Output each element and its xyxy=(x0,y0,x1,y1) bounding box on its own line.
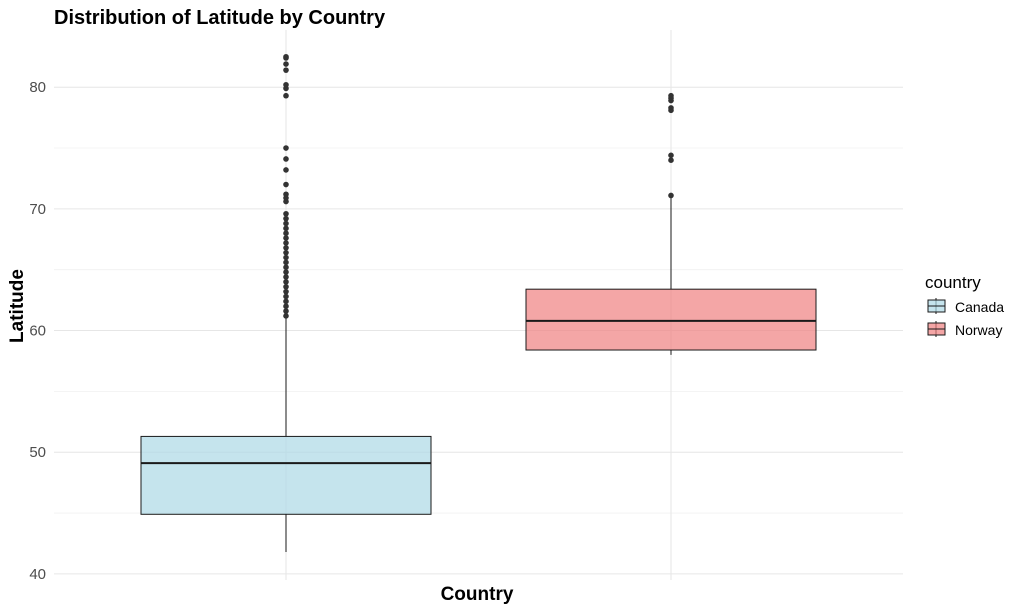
boxplot-canada xyxy=(140,53,432,553)
outlier-point xyxy=(283,210,289,217)
outlier-point xyxy=(283,298,289,305)
legend: country Canada Norway xyxy=(925,273,1004,338)
legend-item-canada: Canada xyxy=(927,298,1004,315)
outlier-point xyxy=(283,264,289,271)
legend-items: Canada Norway xyxy=(927,298,1004,338)
y-tick-label: 60 xyxy=(29,323,46,340)
outlier-point xyxy=(283,220,289,227)
outlier-point xyxy=(283,249,289,256)
outlier-point xyxy=(283,274,289,280)
outlier-point xyxy=(668,157,674,163)
outlier-point xyxy=(283,279,289,285)
outlier-point xyxy=(283,145,289,151)
outlier-point xyxy=(283,191,289,198)
outlier-point xyxy=(668,192,674,199)
outlier-point xyxy=(283,53,289,60)
outlier-point xyxy=(283,254,289,261)
y-tick-label: 50 xyxy=(29,444,46,461)
iqr-box xyxy=(525,288,817,351)
outlier-point xyxy=(283,269,289,275)
legend-title: country xyxy=(925,273,981,292)
outlier-point xyxy=(283,313,289,319)
outlier-point xyxy=(283,181,289,188)
y-axis-title: Latitude xyxy=(7,269,28,343)
outlier-point xyxy=(668,152,674,159)
outlier-point xyxy=(283,259,289,266)
legend-label: Canada xyxy=(955,299,1004,315)
x-axis-title: Country xyxy=(441,584,514,605)
outlier-point xyxy=(283,283,289,290)
y-tick-labels: 40 50 60 70 80 xyxy=(29,79,46,583)
outlier-point xyxy=(283,230,289,237)
outlier-point xyxy=(668,92,674,99)
y-tick-label: 40 xyxy=(29,566,46,583)
chart-title: Distribution of Latitude by Country xyxy=(54,7,386,29)
outlier-point xyxy=(283,240,289,246)
outlier-point xyxy=(283,67,289,73)
outlier-point xyxy=(283,92,289,99)
boxplot-norway xyxy=(525,92,817,355)
outlier-point xyxy=(283,156,289,162)
outlier-point xyxy=(283,288,289,295)
y-tick-label: 70 xyxy=(29,201,46,218)
outlier-point xyxy=(283,225,289,232)
outlier-point xyxy=(283,235,289,241)
y-tick-label: 80 xyxy=(29,79,46,96)
iqr-box xyxy=(140,435,432,515)
outlier-point xyxy=(283,308,289,314)
legend-item-norway: Norway xyxy=(927,321,1002,338)
outlier-point xyxy=(283,167,289,173)
outlier-point xyxy=(283,245,289,251)
outlier-point xyxy=(668,105,674,111)
outlier-point xyxy=(283,81,289,88)
outlier-point xyxy=(283,61,289,67)
outlier-point xyxy=(283,303,289,310)
outlier-point xyxy=(283,293,289,300)
boxplot-series xyxy=(140,53,817,553)
outlier-point xyxy=(283,215,289,222)
legend-label: Norway xyxy=(955,322,1002,338)
